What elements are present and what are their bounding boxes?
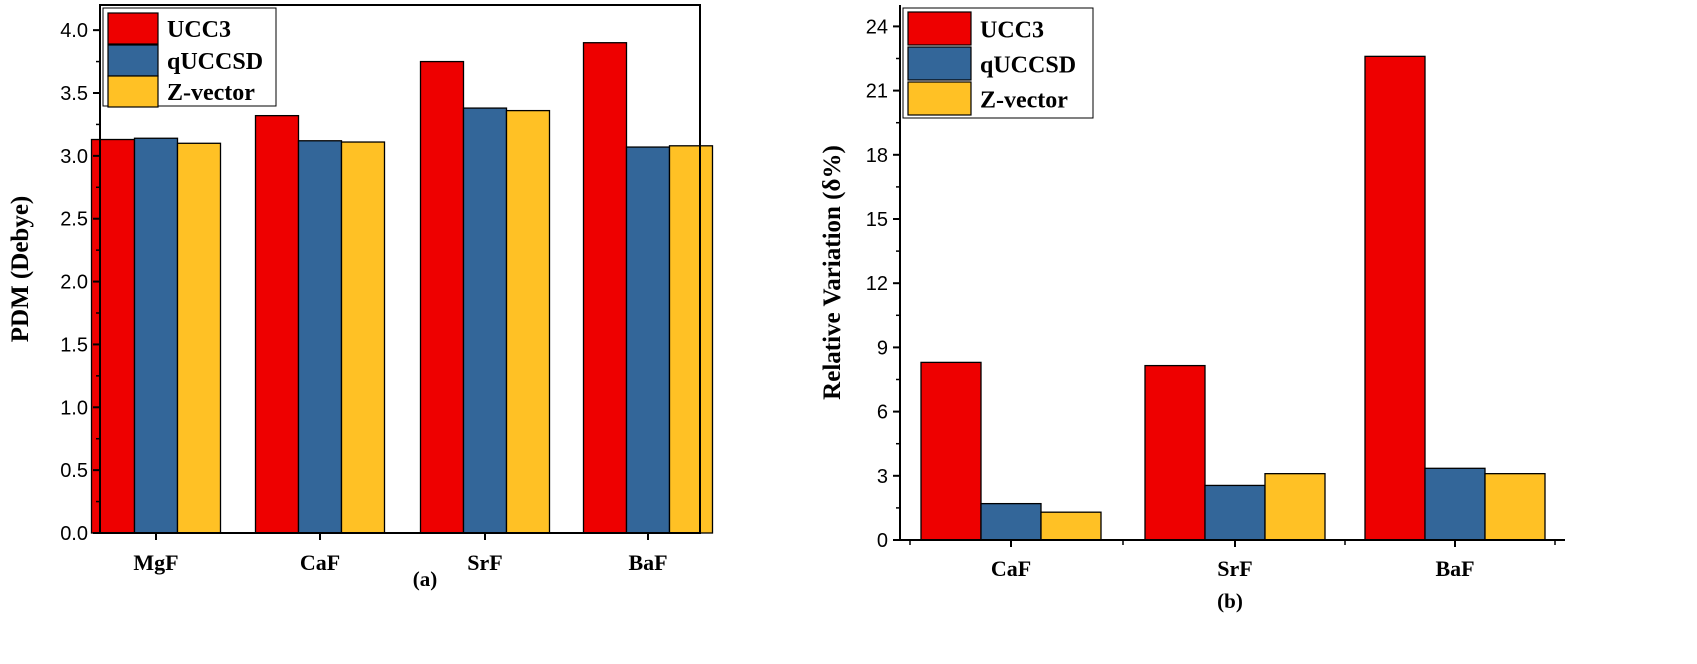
bar-ucc3-srf bbox=[1144, 364, 1206, 541]
x-tick-label-caf: CaF bbox=[300, 550, 340, 575]
panel-label: (a) bbox=[413, 567, 438, 591]
legend-swatch-quccsd bbox=[107, 44, 159, 77]
y-axis-label: Relative Variation (δ%) bbox=[819, 145, 846, 400]
x-tick-label-caf: CaF bbox=[991, 556, 1031, 581]
y-tick-label: 9 bbox=[877, 337, 888, 359]
y-tick-label: 15 bbox=[866, 209, 888, 231]
y-tick-label: 3.0 bbox=[60, 146, 88, 168]
legend: UCC3 qUCCSD Z-vector bbox=[902, 7, 1094, 119]
legend-swatch-z-vector bbox=[107, 75, 159, 108]
y-tick-label: 12 bbox=[866, 273, 888, 295]
y-axis-label: PDM (Debye) bbox=[7, 196, 34, 342]
bar-quccsd-mgf bbox=[133, 137, 179, 534]
y-tick-label: 1.0 bbox=[60, 397, 88, 419]
bar-ucc3-baf bbox=[582, 42, 628, 534]
x-tick-label-srf: SrF bbox=[467, 550, 502, 575]
bar-quccsd-baf bbox=[625, 146, 671, 534]
legend-swatch-ucc3 bbox=[107, 12, 159, 45]
bar-ucc3-caf bbox=[254, 114, 300, 534]
y-tick-label: 24 bbox=[866, 16, 888, 38]
y-tick-label: 4.0 bbox=[60, 20, 88, 42]
plot-frame bbox=[99, 4, 701, 534]
legend-label-z-vector: Z-vector bbox=[980, 88, 1068, 114]
y-tick-label: 18 bbox=[866, 145, 888, 167]
y-tick-label: 2.0 bbox=[60, 272, 88, 294]
bar-quccsd-baf bbox=[1424, 467, 1486, 541]
bar-quccsd-caf bbox=[297, 140, 343, 534]
bar-z-vector-caf bbox=[340, 141, 386, 534]
bar-z-vector-srf bbox=[505, 109, 551, 534]
legend-swatch-quccsd bbox=[907, 46, 972, 81]
bar-ucc3-caf bbox=[920, 361, 982, 541]
x-tick-label-srf: SrF bbox=[1217, 556, 1252, 581]
legend-label-ucc3: UCC3 bbox=[980, 18, 1044, 44]
x-tick-label-baf: BaF bbox=[1435, 556, 1474, 581]
bar-z-vector-baf bbox=[668, 145, 714, 534]
bar-z-vector-caf bbox=[1040, 511, 1102, 541]
legend-label-quccsd: qUCCSD bbox=[980, 53, 1076, 79]
y-tick-label: 0.5 bbox=[60, 460, 88, 482]
x-tick-label-mgf: MgF bbox=[133, 550, 178, 575]
y-tick-label: 3.5 bbox=[60, 83, 88, 105]
y-tick-label: 0.0 bbox=[60, 523, 88, 545]
bar-ucc3-mgf bbox=[90, 138, 136, 534]
legend-label-z-vector: Z-vector bbox=[167, 80, 255, 106]
chart-panel-b: UCC3 qUCCSD Z-vector bbox=[893, 5, 1565, 547]
bar-z-vector-mgf bbox=[176, 142, 222, 534]
bar-ucc3-baf bbox=[1364, 55, 1426, 541]
chart-panel-a: UCC3 qUCCSD Z-vector bbox=[90, 4, 714, 540]
bar-quccsd-srf bbox=[462, 107, 508, 534]
bar-z-vector-baf bbox=[1484, 473, 1546, 541]
panel-label: (b) bbox=[1217, 589, 1243, 613]
legend-label-ucc3: UCC3 bbox=[167, 17, 231, 43]
y-tick-label: 1.5 bbox=[60, 334, 88, 356]
bar-ucc3-srf bbox=[419, 60, 465, 534]
y-tick-label: 21 bbox=[866, 81, 888, 103]
y-tick-label: 6 bbox=[877, 402, 888, 424]
legend-swatch-z-vector bbox=[907, 81, 972, 116]
bar-quccsd-caf bbox=[980, 502, 1042, 541]
legend-swatch-ucc3 bbox=[907, 11, 972, 46]
y-tick-label: 2.5 bbox=[60, 209, 88, 231]
y-tick-label: 3 bbox=[877, 466, 888, 488]
bar-z-vector-srf bbox=[1264, 473, 1326, 541]
x-tick-label-baf: BaF bbox=[628, 550, 667, 575]
y-tick-label: 0 bbox=[877, 530, 888, 552]
legend-label-quccsd: qUCCSD bbox=[167, 49, 263, 75]
legend: UCC3 qUCCSD Z-vector bbox=[102, 7, 277, 108]
bar-quccsd-srf bbox=[1204, 484, 1266, 541]
